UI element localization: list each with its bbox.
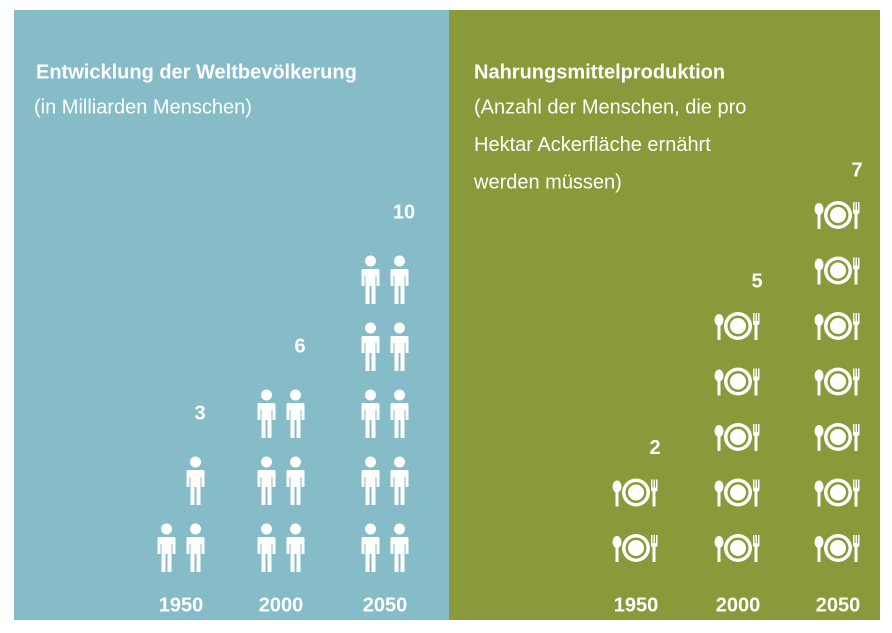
chart-subtitle: Hektar Ackerfläche ernährt bbox=[474, 134, 711, 156]
chart-subtitle: (in Milliarden Menschen) bbox=[34, 96, 252, 118]
chart-title: Nahrungsmittelproduktion bbox=[474, 61, 725, 83]
chart-subtitle: werden müssen) bbox=[473, 171, 622, 193]
x-tick-label: 2050 bbox=[363, 594, 408, 616]
value-label: 7 bbox=[851, 159, 862, 181]
value-label: 3 bbox=[194, 402, 205, 424]
value-label: 6 bbox=[294, 335, 305, 357]
x-tick-label: 2000 bbox=[259, 594, 304, 616]
chart-title: Entwicklung der Weltbevölkerung bbox=[36, 61, 357, 83]
x-tick-label: 1950 bbox=[614, 594, 659, 616]
x-tick-label: 2000 bbox=[716, 594, 761, 616]
value-label: 10 bbox=[393, 201, 415, 223]
value-label: 2 bbox=[649, 437, 660, 459]
value-label: 5 bbox=[751, 270, 762, 292]
x-tick-label: 2050 bbox=[816, 594, 861, 616]
chart-subtitle: (Anzahl der Menschen, die pro bbox=[474, 96, 746, 118]
x-tick-label: 1950 bbox=[159, 594, 204, 616]
panel bbox=[449, 10, 880, 620]
panel bbox=[14, 10, 449, 620]
